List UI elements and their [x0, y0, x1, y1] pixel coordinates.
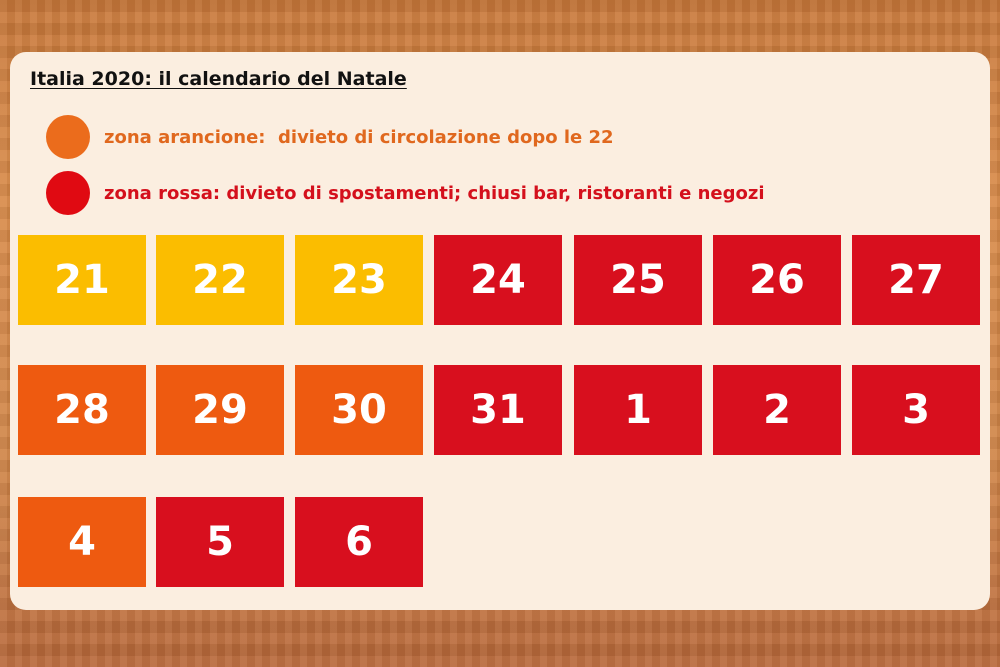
day-tile-red: 3: [852, 365, 980, 455]
day-tile-red: 5: [156, 497, 284, 587]
day-tile-red: 31: [434, 365, 562, 455]
red-dot-icon: [46, 171, 90, 215]
day-tile-red: 25: [574, 235, 702, 325]
day-tile-orange: 28: [18, 365, 146, 455]
orange-dot-icon: [46, 115, 90, 159]
legend-label: zona rossa: divieto di spostamenti; chiu…: [104, 182, 765, 204]
day-tile-orange: 30: [295, 365, 423, 455]
legend-orange-zone: zona arancione: divieto di circolazione …: [46, 115, 614, 159]
day-tile-red: 1: [574, 365, 702, 455]
page-title: Italia 2020: il calendario del Natale: [30, 68, 407, 90]
legend-label: zona arancione: divieto di circolazione …: [104, 126, 614, 148]
day-tile-red: 6: [295, 497, 423, 587]
day-tile-yellow: 21: [18, 235, 146, 325]
day-tile-red: 2: [713, 365, 841, 455]
day-tile-red: 26: [713, 235, 841, 325]
day-tile-orange: 29: [156, 365, 284, 455]
day-tile-yellow: 23: [295, 235, 423, 325]
day-tile-red: 27: [852, 235, 980, 325]
legend-red-zone: zona rossa: divieto di spostamenti; chiu…: [46, 171, 765, 215]
day-tile-orange: 4: [18, 497, 146, 587]
day-tile-red: 24: [434, 235, 562, 325]
day-tile-yellow: 22: [156, 235, 284, 325]
